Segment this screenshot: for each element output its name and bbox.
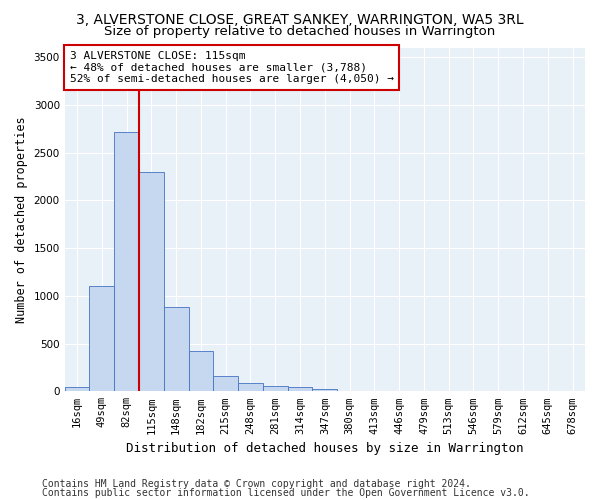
Text: 3, ALVERSTONE CLOSE, GREAT SANKEY, WARRINGTON, WA5 3RL: 3, ALVERSTONE CLOSE, GREAT SANKEY, WARRI… [76, 12, 524, 26]
Text: 3 ALVERSTONE CLOSE: 115sqm
← 48% of detached houses are smaller (3,788)
52% of s: 3 ALVERSTONE CLOSE: 115sqm ← 48% of deta… [70, 51, 394, 84]
Bar [263, 386, 287, 392]
Bar [65, 386, 89, 392]
Bar [287, 388, 313, 392]
X-axis label: Distribution of detached houses by size in Warrington: Distribution of detached houses by size … [126, 442, 524, 455]
Y-axis label: Number of detached properties: Number of detached properties [15, 116, 28, 322]
Bar [238, 382, 263, 392]
Text: Size of property relative to detached houses in Warrington: Size of property relative to detached ho… [104, 25, 496, 38]
Bar [313, 390, 337, 392]
Bar [164, 308, 188, 392]
Bar [337, 390, 362, 392]
Text: Contains HM Land Registry data © Crown copyright and database right 2024.: Contains HM Land Registry data © Crown c… [42, 479, 471, 489]
Bar [139, 172, 164, 392]
Bar [188, 351, 214, 392]
Text: Contains public sector information licensed under the Open Government Licence v3: Contains public sector information licen… [42, 488, 530, 498]
Bar [89, 286, 114, 392]
Bar [214, 376, 238, 392]
Bar [114, 132, 139, 392]
